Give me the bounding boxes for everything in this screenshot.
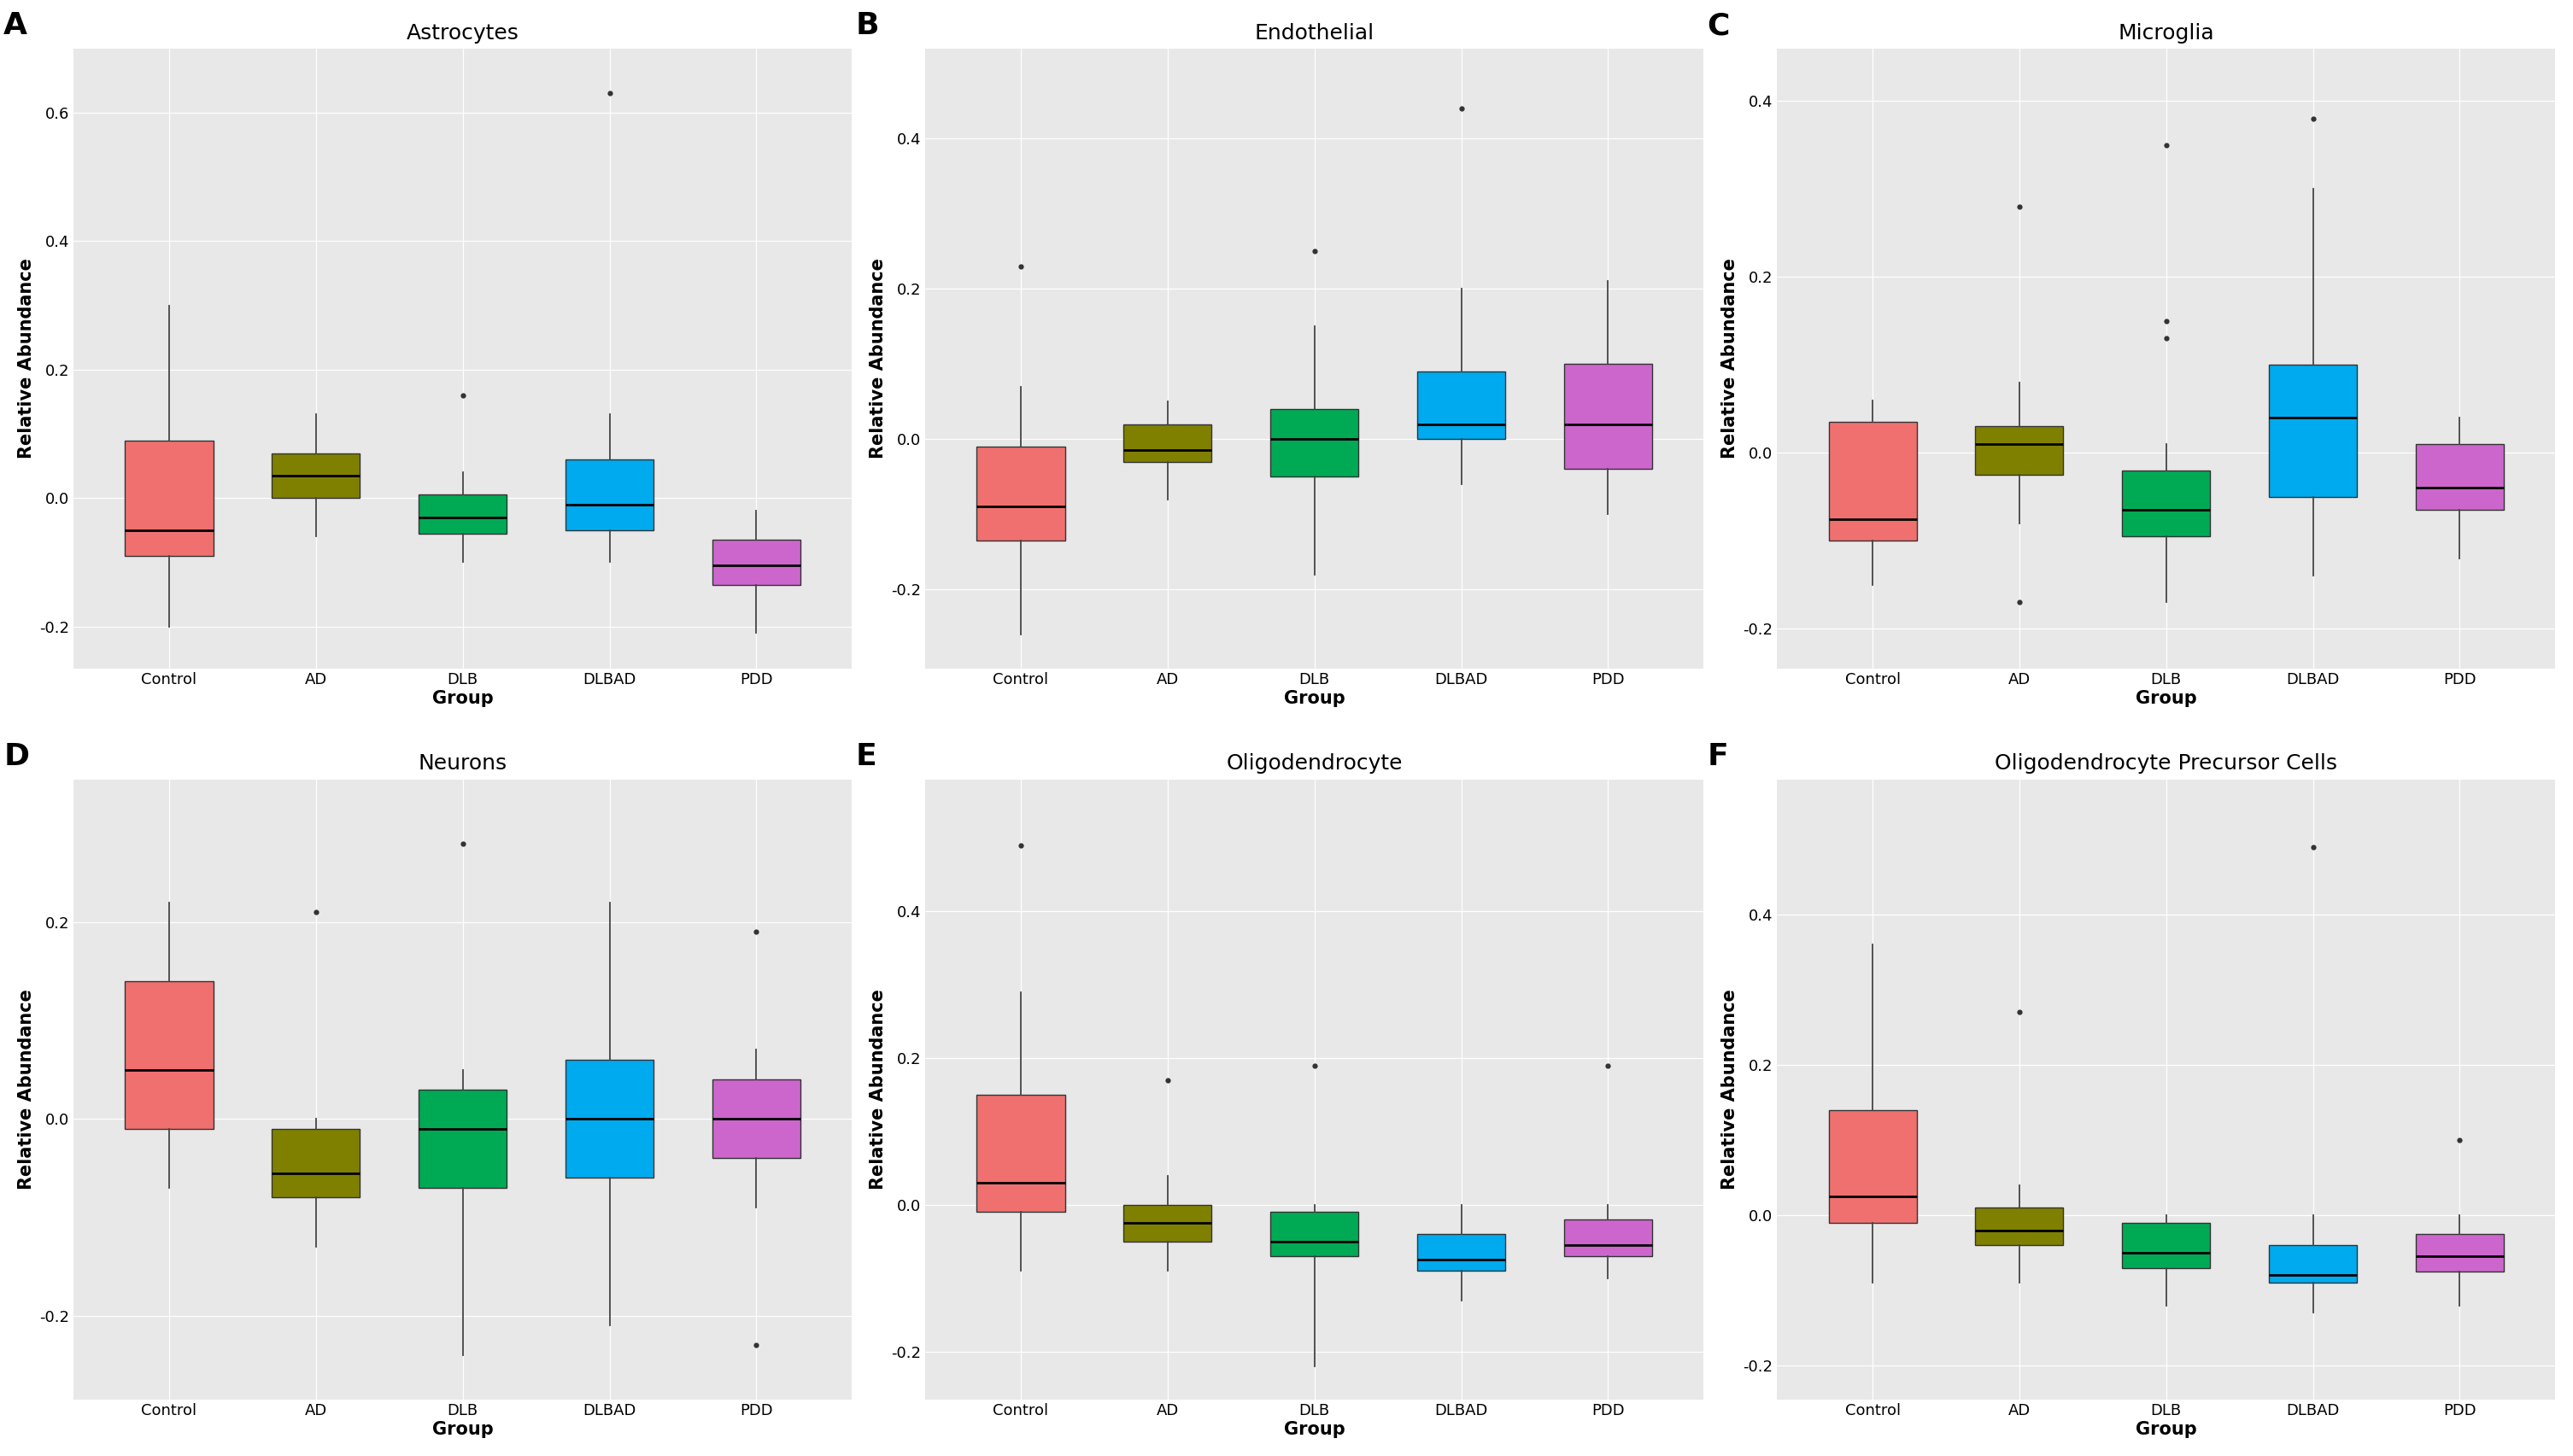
PathPatch shape — [1564, 1220, 1652, 1257]
PathPatch shape — [1271, 409, 1359, 476]
X-axis label: Group: Group — [1284, 1421, 1346, 1439]
X-axis label: Group: Group — [432, 690, 494, 708]
PathPatch shape — [419, 495, 507, 533]
Title: Astrocytes: Astrocytes — [407, 23, 520, 44]
PathPatch shape — [566, 460, 654, 530]
PathPatch shape — [566, 1060, 654, 1178]
PathPatch shape — [1418, 371, 1505, 440]
PathPatch shape — [2269, 1245, 2357, 1283]
PathPatch shape — [1124, 1204, 1212, 1242]
PathPatch shape — [713, 1079, 800, 1158]
PathPatch shape — [713, 540, 800, 585]
PathPatch shape — [1976, 427, 2064, 475]
Text: E: E — [854, 743, 877, 772]
PathPatch shape — [126, 981, 214, 1128]
PathPatch shape — [2123, 1223, 2210, 1268]
PathPatch shape — [273, 1128, 360, 1197]
Title: Endothelial: Endothelial — [1256, 23, 1374, 44]
X-axis label: Group: Group — [2136, 690, 2197, 708]
PathPatch shape — [978, 1095, 1065, 1213]
PathPatch shape — [126, 440, 214, 556]
PathPatch shape — [1418, 1235, 1505, 1271]
PathPatch shape — [2269, 365, 2357, 496]
PathPatch shape — [1564, 364, 1652, 469]
PathPatch shape — [978, 447, 1065, 540]
PathPatch shape — [1976, 1207, 2064, 1245]
Y-axis label: Relative Abundance: Relative Abundance — [1721, 989, 1739, 1190]
PathPatch shape — [1829, 1109, 1917, 1223]
Title: Oligodendrocyte: Oligodendrocyte — [1227, 754, 1402, 775]
PathPatch shape — [1124, 424, 1212, 462]
Text: D: D — [3, 743, 28, 772]
Title: Oligodendrocyte Precursor Cells: Oligodendrocyte Precursor Cells — [1994, 754, 2336, 775]
PathPatch shape — [2416, 1233, 2504, 1271]
PathPatch shape — [1829, 422, 1917, 540]
Y-axis label: Relative Abundance: Relative Abundance — [870, 258, 888, 459]
X-axis label: Group: Group — [2136, 1421, 2197, 1439]
Text: A: A — [3, 12, 28, 41]
PathPatch shape — [2123, 470, 2210, 536]
PathPatch shape — [2416, 444, 2504, 510]
Title: Microglia: Microglia — [2118, 23, 2215, 44]
Title: Neurons: Neurons — [419, 754, 507, 775]
PathPatch shape — [1271, 1213, 1359, 1257]
X-axis label: Group: Group — [1284, 690, 1346, 708]
Text: F: F — [1706, 743, 1729, 772]
Y-axis label: Relative Abundance: Relative Abundance — [1721, 258, 1739, 459]
PathPatch shape — [419, 1089, 507, 1188]
Y-axis label: Relative Abundance: Relative Abundance — [870, 989, 888, 1190]
PathPatch shape — [273, 453, 360, 498]
Text: C: C — [1706, 12, 1729, 41]
X-axis label: Group: Group — [432, 1421, 494, 1439]
Y-axis label: Relative Abundance: Relative Abundance — [18, 258, 36, 459]
Text: B: B — [854, 12, 880, 41]
Y-axis label: Relative Abundance: Relative Abundance — [18, 989, 36, 1190]
